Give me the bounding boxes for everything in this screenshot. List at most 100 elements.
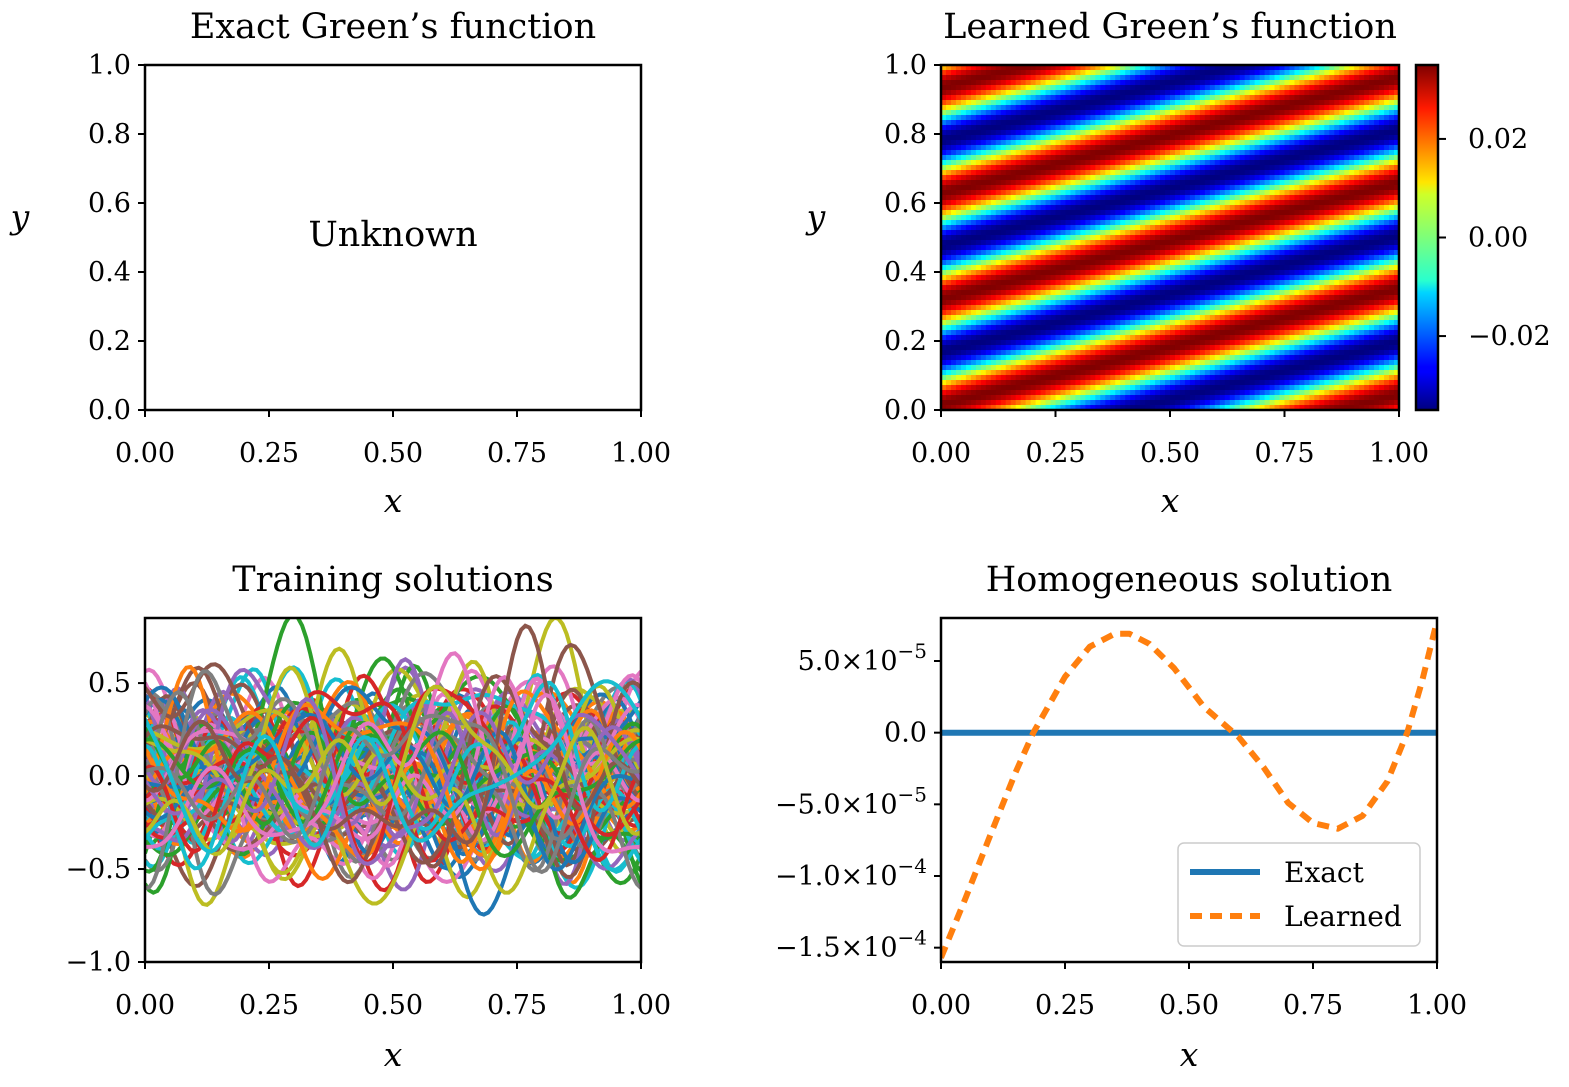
heatmap-cell [1035, 195, 1042, 201]
heatmap-cell [1030, 195, 1037, 201]
heatmap-cell [1085, 105, 1091, 111]
heatmap-cell [995, 195, 1002, 201]
heatmap-cell [941, 260, 947, 266]
heatmap-cell [1155, 150, 1161, 156]
heatmap-cell [1324, 200, 1330, 206]
heatmap-cell [1170, 75, 1176, 81]
heatmap-cell [1110, 215, 1116, 221]
heatmap-cell [965, 80, 972, 86]
heatmap-cell [1389, 305, 1395, 311]
heatmap-cell [1374, 160, 1380, 166]
heatmap-cell [1145, 295, 1151, 301]
heatmap-cell [1349, 300, 1355, 306]
heatmap-cell [1125, 90, 1131, 96]
heatmap-cell [1344, 65, 1350, 71]
heatmap-cell [1020, 115, 1027, 121]
heatmap-cell [1130, 105, 1136, 111]
heatmap-cell [1115, 110, 1121, 116]
heatmap-cell [1055, 150, 1062, 156]
heatmap-cell [1090, 275, 1096, 281]
heatmap-cell [1085, 90, 1091, 96]
heatmap-cell [1010, 200, 1017, 206]
heatmap-cell [1289, 205, 1296, 211]
heatmap-cell [985, 160, 992, 166]
heatmap-cell [1115, 320, 1121, 326]
heatmap-cell [1000, 120, 1007, 126]
heatmap-cell [1209, 80, 1216, 86]
heatmap-cell [1025, 115, 1032, 121]
heatmap-cell [1214, 145, 1221, 151]
heatmap-cell [1155, 175, 1161, 181]
heatmap-cell [1184, 185, 1191, 191]
heatmap-cell [1040, 185, 1047, 191]
heatmap-cell [1264, 105, 1271, 111]
heatmap-cell [1214, 115, 1221, 121]
heatmap-cell [1179, 225, 1186, 231]
heatmap-cell [1214, 240, 1221, 246]
heatmap-cell [980, 125, 987, 131]
heatmap-cell [1249, 325, 1256, 331]
heatmap-cell [1354, 65, 1360, 71]
heatmap-cell [1145, 260, 1151, 266]
heatmap-cell [1160, 240, 1166, 246]
heatmap-cell [1299, 150, 1306, 156]
heatmap-cell [1219, 300, 1226, 306]
heatmap-cell [1150, 130, 1156, 136]
heatmap-cell [1374, 170, 1380, 176]
heatmap-cell [1264, 165, 1271, 171]
heatmap-cell [1189, 230, 1196, 236]
heatmap-cell [1334, 320, 1340, 326]
heatmap-cell [1179, 65, 1186, 71]
heatmap-cell [1269, 185, 1276, 191]
heatmap-cell [1254, 110, 1261, 116]
heatmap-cell [1219, 70, 1226, 76]
heatmap-cell [1279, 225, 1286, 231]
heatmap-cell [1015, 210, 1022, 216]
heatmap-cell [950, 245, 957, 251]
heatmap-cell [1309, 325, 1315, 331]
heatmap-cell [1239, 140, 1246, 146]
heatmap-cell [955, 205, 962, 211]
heatmap-cell [1130, 200, 1136, 206]
heatmap-cell [1199, 305, 1206, 311]
heatmap-cell [1364, 100, 1370, 106]
heatmap-cell [1214, 300, 1221, 306]
heatmap-cell [985, 235, 992, 241]
heatmap-cell [1309, 165, 1315, 171]
heatmap-cell [960, 225, 967, 231]
heatmap-cell [1189, 280, 1196, 286]
heatmap-cell [1075, 65, 1081, 71]
heatmap-cell [1304, 265, 1310, 271]
heatmap-cell [1179, 165, 1186, 171]
heatmap-cell [1075, 255, 1081, 261]
heatmap-cell [1304, 110, 1310, 116]
heatmap-cell [1075, 300, 1081, 306]
heatmap-cell [1150, 230, 1156, 236]
heatmap-cell [1170, 260, 1176, 266]
heatmap-cell [1324, 110, 1330, 116]
heatmap-cell [1050, 240, 1057, 246]
heatmap-cell [1100, 235, 1106, 241]
heatmap-cell [1000, 180, 1007, 186]
heatmap-cell [1184, 225, 1191, 231]
heatmap-cell [1299, 75, 1306, 81]
heatmap-cell [1150, 160, 1156, 166]
heatmap-cell [1214, 330, 1221, 336]
heatmap-cell [1229, 225, 1236, 231]
heatmap-cell [975, 205, 982, 211]
heatmap-cell [1040, 70, 1047, 76]
heatmap-cell [1150, 205, 1156, 211]
heatmap-cell [1234, 260, 1241, 266]
heatmap-cell [1229, 235, 1236, 241]
heatmap-cell [1199, 255, 1206, 261]
heatmap-cell [1344, 160, 1350, 166]
heatmap-cell [1239, 170, 1246, 176]
heatmap-cell [1110, 265, 1116, 271]
heatmap-cell [1170, 215, 1176, 221]
heatmap-cell [1384, 285, 1390, 291]
heatmap-cell [960, 195, 967, 201]
heatmap-cell [1394, 275, 1400, 281]
heatmap-cell [965, 135, 972, 141]
heatmap-cell [1000, 240, 1007, 246]
heatmap-cell [1125, 70, 1131, 76]
